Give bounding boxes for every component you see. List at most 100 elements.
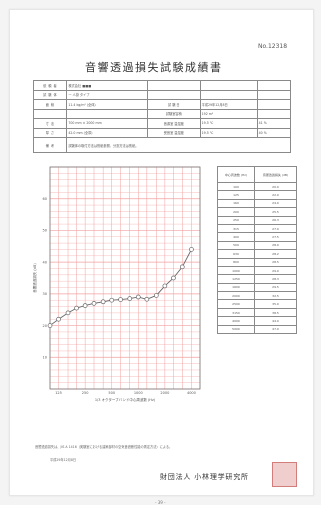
info-value: 42.0 mm (全厚) (66, 127, 148, 138)
freq-value: 2000 (217, 291, 255, 301)
x-tick-label: 4000 (187, 391, 196, 395)
tl-value: 28.0 (254, 240, 297, 251)
tl-value: 44.0 (254, 316, 297, 326)
tl-value: 29.0 (254, 265, 297, 276)
info-sub-value-2 (256, 80, 292, 91)
info-sub-key: 音源室 温湿度 (146, 118, 201, 129)
freq-value: 630 (217, 249, 255, 259)
info-sub-value (199, 89, 258, 100)
info-row: 寸 法 700 mm × 2000 mm 音源室 温湿度 19.5 ℃ 41 % (32, 118, 292, 129)
freq-row: 100 20.0 (217, 181, 297, 192)
freq-row: 315 27.0 (217, 223, 297, 234)
transmission-loss-chart: 10 20 30 40 50 60 125 250 500 1000 2000 4000 1/3 オクタ… (30, 161, 208, 417)
tl-value: 29.5 (254, 282, 297, 293)
freq-row: 125 22.0 (217, 190, 297, 200)
info-key: 寸 法 (32, 118, 68, 129)
info-key: 試 験 体 (32, 89, 68, 100)
data-point (74, 305, 79, 311)
document-page: No.12318 音響透過損失試験成績書 依 頼 者株式会社 ■■■ 試 験 体一… (9, 9, 314, 505)
info-sub-key: 試験室容積 (146, 108, 201, 119)
x-tick-label: 500 (108, 391, 115, 395)
freq-value: 4000 (217, 316, 255, 326)
data-point (47, 323, 53, 328)
tl-value: 28.2 (254, 249, 297, 259)
data-point (153, 293, 159, 298)
info-key: 依 頼 者 (32, 80, 68, 91)
data-point (179, 264, 185, 270)
plot-frame (49, 166, 201, 390)
freq-value: 200 (217, 207, 255, 217)
frequency-table: 中心周波数 (Hz) 音響透過損失 (dB) 100 20.0 125 22.0 160… (217, 166, 297, 335)
tl-value: 27.5 (254, 232, 297, 242)
y-tick-label: 10 (43, 356, 47, 360)
freq-value: 100 (217, 181, 255, 192)
y-tick-label: 50 (43, 229, 47, 233)
data-point (171, 275, 176, 281)
freq-header: 中心周波数 (Hz) (217, 166, 255, 183)
freq-row: 200 25.5 (217, 207, 297, 217)
tl-value: 38.5 (254, 307, 297, 318)
report-date: 平成29年12月8日 (50, 458, 77, 462)
info-value: 700 mm × 2000 mm (66, 118, 148, 129)
tl-value: 28.3 (254, 274, 297, 284)
tl-value: 47.0 (254, 324, 297, 335)
freq-value: 250 (217, 215, 255, 225)
x-tick-label: 2000 (160, 391, 169, 395)
freq-row: 3150 38.5 (217, 307, 297, 318)
freq-row: 2500 35.0 (217, 299, 297, 309)
data-point (91, 301, 97, 306)
data-point (109, 297, 115, 303)
tl-value: 20.0 (254, 181, 297, 192)
freq-value: 1000 (217, 265, 255, 276)
freq-row: 4000 44.0 (217, 316, 297, 326)
y-tick-label: 30 (43, 292, 47, 296)
info-key (32, 108, 68, 119)
freq-value: 125 (217, 190, 255, 200)
info-sub-key (146, 89, 201, 100)
info-value: 一 人掛 タイプ (66, 89, 148, 100)
data-point (144, 296, 150, 302)
document-title: 音響透過損失試験成績書 (85, 61, 223, 74)
freq-row: 800 28.5 (217, 257, 297, 267)
freq-value: 400 (217, 232, 255, 242)
data-point (65, 310, 71, 316)
freq-row: 1250 28.3 (217, 274, 297, 284)
tl-value: 32.5 (254, 291, 297, 301)
freq-row: 5000 47.0 (217, 324, 297, 335)
method-note: 音響透過損失は、JIS A 1416（実験室における建築部材の空気音遮断性能の測… (35, 445, 173, 449)
info-row: 面 積 11.4 kg/m² (全体) 試 験 日平成29年12月8日 (32, 99, 292, 110)
info-key: 厚 さ (32, 127, 68, 138)
x-tick-label: 250 (82, 391, 89, 395)
data-point (189, 247, 194, 252)
freq-value: 800 (217, 257, 255, 267)
freq-row: 160 24.0 (217, 198, 297, 209)
freq-row: 1600 29.5 (217, 282, 297, 293)
info-sub-value (199, 80, 258, 91)
info-sub-value-2 (256, 89, 292, 100)
freq-value: 5000 (217, 324, 255, 335)
institute-name: 財団法人 小林理学研究所 (160, 473, 249, 481)
x-tick-label: 1000 (134, 391, 143, 395)
info-sub-value-2: 40 % (256, 127, 292, 138)
info-sub-value-2 (256, 99, 292, 110)
info-row: 厚 さ 42.0 mm (全厚) 受音室 温湿度 19.5 ℃ 40 % (32, 127, 292, 138)
y-tick-label: 40 (43, 260, 47, 264)
freq-value: 315 (217, 223, 255, 234)
freq-value: 160 (217, 198, 255, 209)
info-sub-key: 試 験 日 (146, 99, 201, 110)
freq-value: 1250 (217, 274, 255, 284)
info-sub-key (146, 80, 201, 91)
freq-row: 250 26.3 (217, 215, 297, 225)
y-tick-label: 20 (43, 324, 47, 328)
data-point (100, 299, 106, 305)
freq-row: 2000 32.5 (217, 291, 297, 301)
info-sub-value-2 (256, 108, 292, 119)
freq-value: 500 (217, 240, 255, 251)
data-point (135, 294, 141, 300)
info-value (66, 108, 148, 119)
info-row: 試験室容積 192 m³ (32, 108, 292, 119)
tl-value: 24.0 (254, 198, 297, 209)
freq-row: 1000 29.0 (217, 265, 297, 276)
official-seal (272, 462, 297, 487)
data-point (56, 316, 61, 322)
